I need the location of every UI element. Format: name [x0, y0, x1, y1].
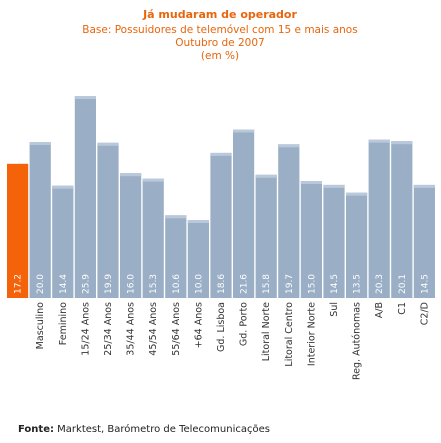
- value-label-14: 14.5: [330, 274, 340, 294]
- bar-top-9: [210, 152, 232, 156]
- bar-top-10: [233, 129, 255, 133]
- value-label-15: 13.5: [353, 274, 363, 294]
- bar-12: [278, 144, 300, 298]
- value-label-3: 25.9: [81, 274, 91, 294]
- category-label-2: Feminino: [58, 302, 69, 345]
- bar-13: [300, 181, 322, 298]
- category-label-10: Gd. Porto: [239, 302, 250, 346]
- bar-18: [413, 184, 435, 298]
- bar-3: [74, 96, 96, 298]
- bar-top-4: [97, 142, 119, 146]
- bar-10: [233, 129, 255, 298]
- source-label: Fonte:: [18, 424, 54, 435]
- category-label-6: 45/54 Anos: [148, 302, 159, 356]
- bar-top-17: [391, 141, 413, 145]
- category-label-3: 15/24 Anos: [80, 302, 91, 356]
- bar-0: [7, 163, 29, 298]
- value-label-13: 15.0: [307, 274, 317, 294]
- bar-5: [120, 173, 142, 298]
- bar-top-16: [368, 139, 390, 143]
- value-label-12: 19.7: [285, 274, 295, 294]
- category-label-11: Litoral Norte: [261, 302, 272, 361]
- chart-subtitle-date: Outubro de 2007: [175, 37, 264, 49]
- bar-top-6: [142, 178, 164, 182]
- bar-top-18: [413, 184, 435, 188]
- category-label-12: Litoral Centro: [284, 302, 295, 367]
- bar-top-7: [165, 215, 187, 219]
- bar-top-15: [346, 192, 368, 196]
- value-label-10: 21.6: [240, 274, 250, 294]
- bar-top-5: [120, 173, 142, 177]
- bar-7: [165, 215, 187, 298]
- bar-top-2: [52, 185, 74, 189]
- bar-17: [391, 141, 413, 298]
- category-label-5: 35/44 Anos: [126, 302, 137, 356]
- value-label-0: 17.2: [14, 274, 24, 294]
- value-label-8: 10.0: [194, 274, 204, 294]
- bar-top-1: [29, 142, 51, 145]
- bar-8: [187, 220, 209, 298]
- bar-16: [368, 139, 390, 298]
- bar-2: [52, 185, 74, 298]
- category-label-4: 25/34 Anos: [103, 302, 114, 356]
- category-label-17: C1: [397, 302, 408, 315]
- bar-top-11: [255, 174, 277, 178]
- bar-top-3: [74, 96, 96, 99]
- value-label-2: 14.4: [59, 274, 69, 294]
- value-label-16: 20.3: [375, 274, 385, 294]
- category-label-13: Interior Norte: [306, 302, 317, 366]
- chart-title: Já mudaram de operador: [142, 8, 297, 21]
- category-label-18: C2/D: [419, 302, 430, 325]
- category-label-14: Sul: [329, 302, 340, 317]
- value-label-1: 20.0: [36, 274, 46, 294]
- category-label-7: 55/64 Anos: [171, 302, 182, 356]
- category-label-8: +64 Anos: [193, 302, 204, 348]
- bar-top-13: [300, 181, 322, 184]
- value-label-11: 15.8: [262, 274, 272, 294]
- bar-14: [323, 184, 345, 298]
- value-label-17: 20.1: [398, 274, 408, 294]
- category-label-9: Gd. Lisboa: [216, 302, 227, 352]
- chart-subtitle-unit: (em %): [201, 50, 239, 62]
- category-label-16: A/B: [374, 302, 385, 318]
- bar-11: [255, 174, 277, 298]
- bar-6: [142, 178, 164, 298]
- value-label-9: 18.6: [217, 274, 227, 294]
- bar-15: [346, 192, 368, 298]
- value-label-4: 19.9: [104, 274, 114, 294]
- bars-group: 17.2 20.0 Masculino 14.4 Feminino 25.9 15/24 A…: [7, 96, 435, 380]
- bar-9: [210, 152, 232, 298]
- source-note: Fonte: Marktest, Barómetro de Telecomuni…: [18, 424, 270, 435]
- bar-top-14: [323, 184, 345, 188]
- value-label-7: 10.6: [172, 274, 182, 294]
- value-label-18: 14.5: [420, 274, 430, 294]
- value-label-6: 15.3: [149, 274, 159, 294]
- bar-4: [97, 142, 119, 298]
- bar-1: [29, 142, 51, 298]
- category-label-1: Masculino: [35, 302, 46, 350]
- chart-subtitle-base: Base: Possuidores de telemóvel com 15 e …: [82, 24, 357, 36]
- category-label-15: Reg. Autónomas: [352, 302, 363, 380]
- value-label-5: 16.0: [127, 274, 137, 294]
- bar-top-8: [187, 220, 209, 223]
- source-text: Marktest, Barómetro de Telecomunicações: [53, 424, 270, 435]
- bar-top-12: [278, 144, 300, 148]
